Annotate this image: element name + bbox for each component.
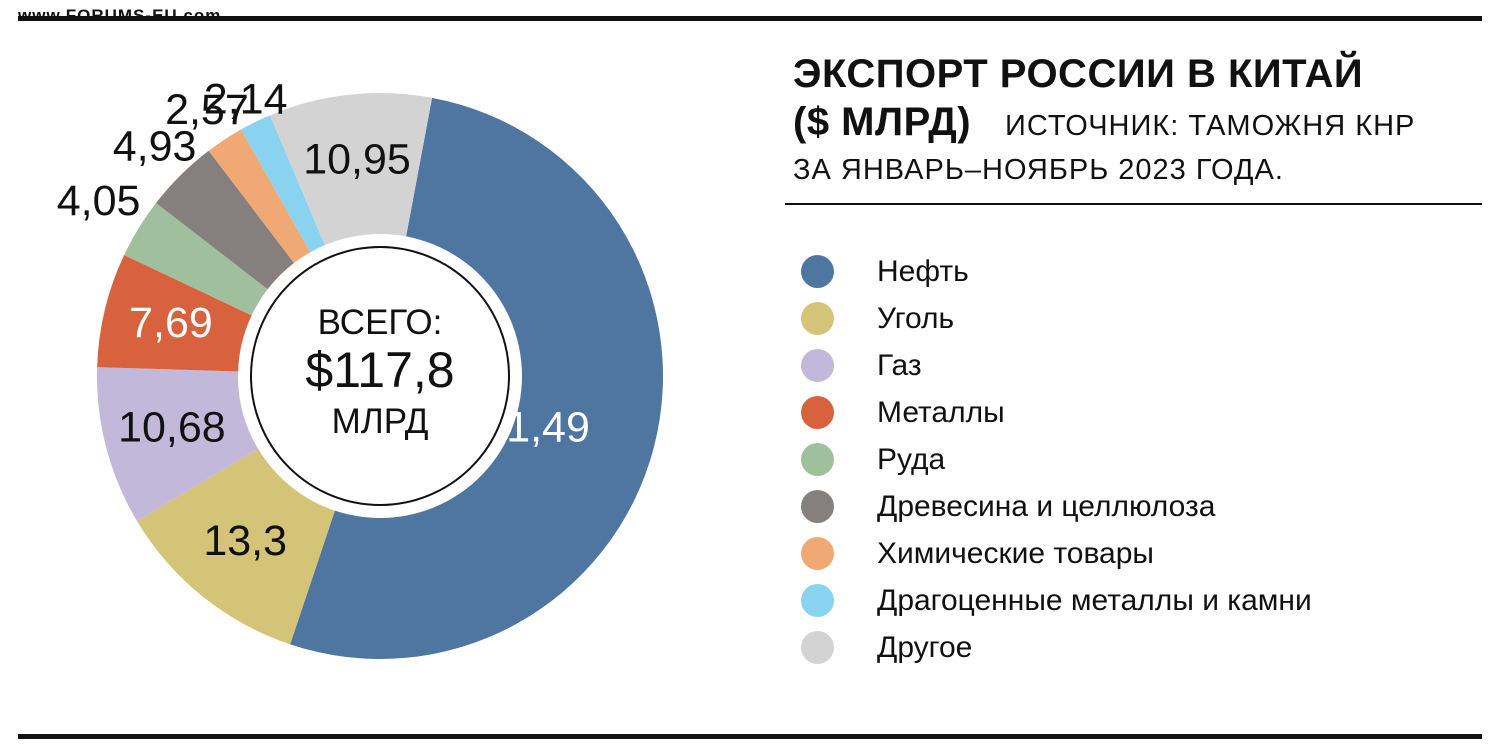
legend-item: Драгоценные металлы и камни xyxy=(801,577,1312,624)
center-total-value: $117,8 xyxy=(305,342,454,398)
slice-value-label: 2,14 xyxy=(204,76,288,124)
watermark-text: www.FORUMS-EU.com xyxy=(18,6,222,16)
chart-title-row: ($ МЛРД) ИСТОЧНИК: ТАМОЖНЯ КНР xyxy=(793,98,1483,150)
legend-item: Газ xyxy=(801,342,1312,389)
legend-label: Нефть xyxy=(877,254,969,288)
slice-7 xyxy=(208,129,311,263)
legend-item: Другое xyxy=(801,624,1312,671)
legend-label: Другое xyxy=(877,630,973,664)
slice-value-label: 7,69 xyxy=(129,299,213,347)
legend-label: Руда xyxy=(877,442,946,476)
slice-value-label: 13,3 xyxy=(203,517,287,565)
slice-3 xyxy=(97,367,259,522)
legend-swatch xyxy=(801,302,834,335)
legend-swatch xyxy=(801,349,834,382)
slice-1 xyxy=(290,97,663,660)
slice-value-label: 2,57 xyxy=(165,86,249,134)
legend-item: Уголь xyxy=(801,295,1312,342)
legend-item: Древесина и целлюлоза xyxy=(801,483,1312,530)
chart-period: ЗА ЯНВАРЬ–НОЯБРЬ 2023 ГОДА. xyxy=(793,154,1284,186)
slice-value-label: 4,93 xyxy=(113,122,197,170)
legend-swatch xyxy=(801,490,834,523)
slice-4 xyxy=(97,255,252,372)
legend-label: Драгоценные металлы и камни xyxy=(877,583,1312,617)
slice-2 xyxy=(137,448,335,645)
legend-item: Металлы xyxy=(801,389,1312,436)
chart-unit: ($ МЛРД) xyxy=(793,100,972,144)
slice-value-label: 10,95 xyxy=(303,136,411,184)
slice-value-label: 4,05 xyxy=(57,177,141,225)
legend-swatch xyxy=(801,255,834,288)
legend-swatch xyxy=(801,631,834,664)
legend-swatch xyxy=(801,584,834,617)
header-rule xyxy=(785,203,1482,205)
legend-swatch xyxy=(801,443,834,476)
chart-source: ИСТОЧНИК: ТАМОЖНЯ КНР xyxy=(1005,110,1416,142)
center-total-unit: МЛРД xyxy=(332,402,429,441)
slice-8 xyxy=(241,115,325,253)
center-total-caption: ВСЕГО: xyxy=(318,303,443,342)
legend-swatch xyxy=(801,396,834,429)
slice-6 xyxy=(156,150,295,290)
legend-label: Газ xyxy=(877,348,922,382)
legend-item: Нефть xyxy=(801,248,1312,295)
legend-label: Уголь xyxy=(877,301,955,335)
chart-title: ЭКСПОРТ РОССИИ В КИТАЙ xyxy=(793,52,1364,96)
slice-5 xyxy=(124,203,268,316)
slice-value-label: 10,68 xyxy=(118,403,226,451)
top-rule xyxy=(18,16,1482,21)
donut-chart: 61,4913,310,687,694,054,932,572,1410,95 … xyxy=(57,76,663,660)
legend-item: Руда xyxy=(801,436,1312,483)
legend-label: Металлы xyxy=(877,395,1005,429)
slice-9 xyxy=(270,93,433,246)
center-circle xyxy=(250,246,510,506)
chart-header: ЭКСПОРТ РОССИИ В КИТАЙ ($ МЛРД) ИСТОЧНИК… xyxy=(793,50,1483,187)
chart-legend: Нефть Уголь Газ Металлы Руда Древесина и целл… xyxy=(801,248,1312,671)
legend-label: Химические товары xyxy=(877,536,1154,570)
legend-item: Химические товары xyxy=(801,530,1312,577)
legend-swatch xyxy=(801,537,834,570)
bottom-rule xyxy=(18,734,1482,739)
legend-label: Древесина и целлюлоза xyxy=(877,489,1216,523)
